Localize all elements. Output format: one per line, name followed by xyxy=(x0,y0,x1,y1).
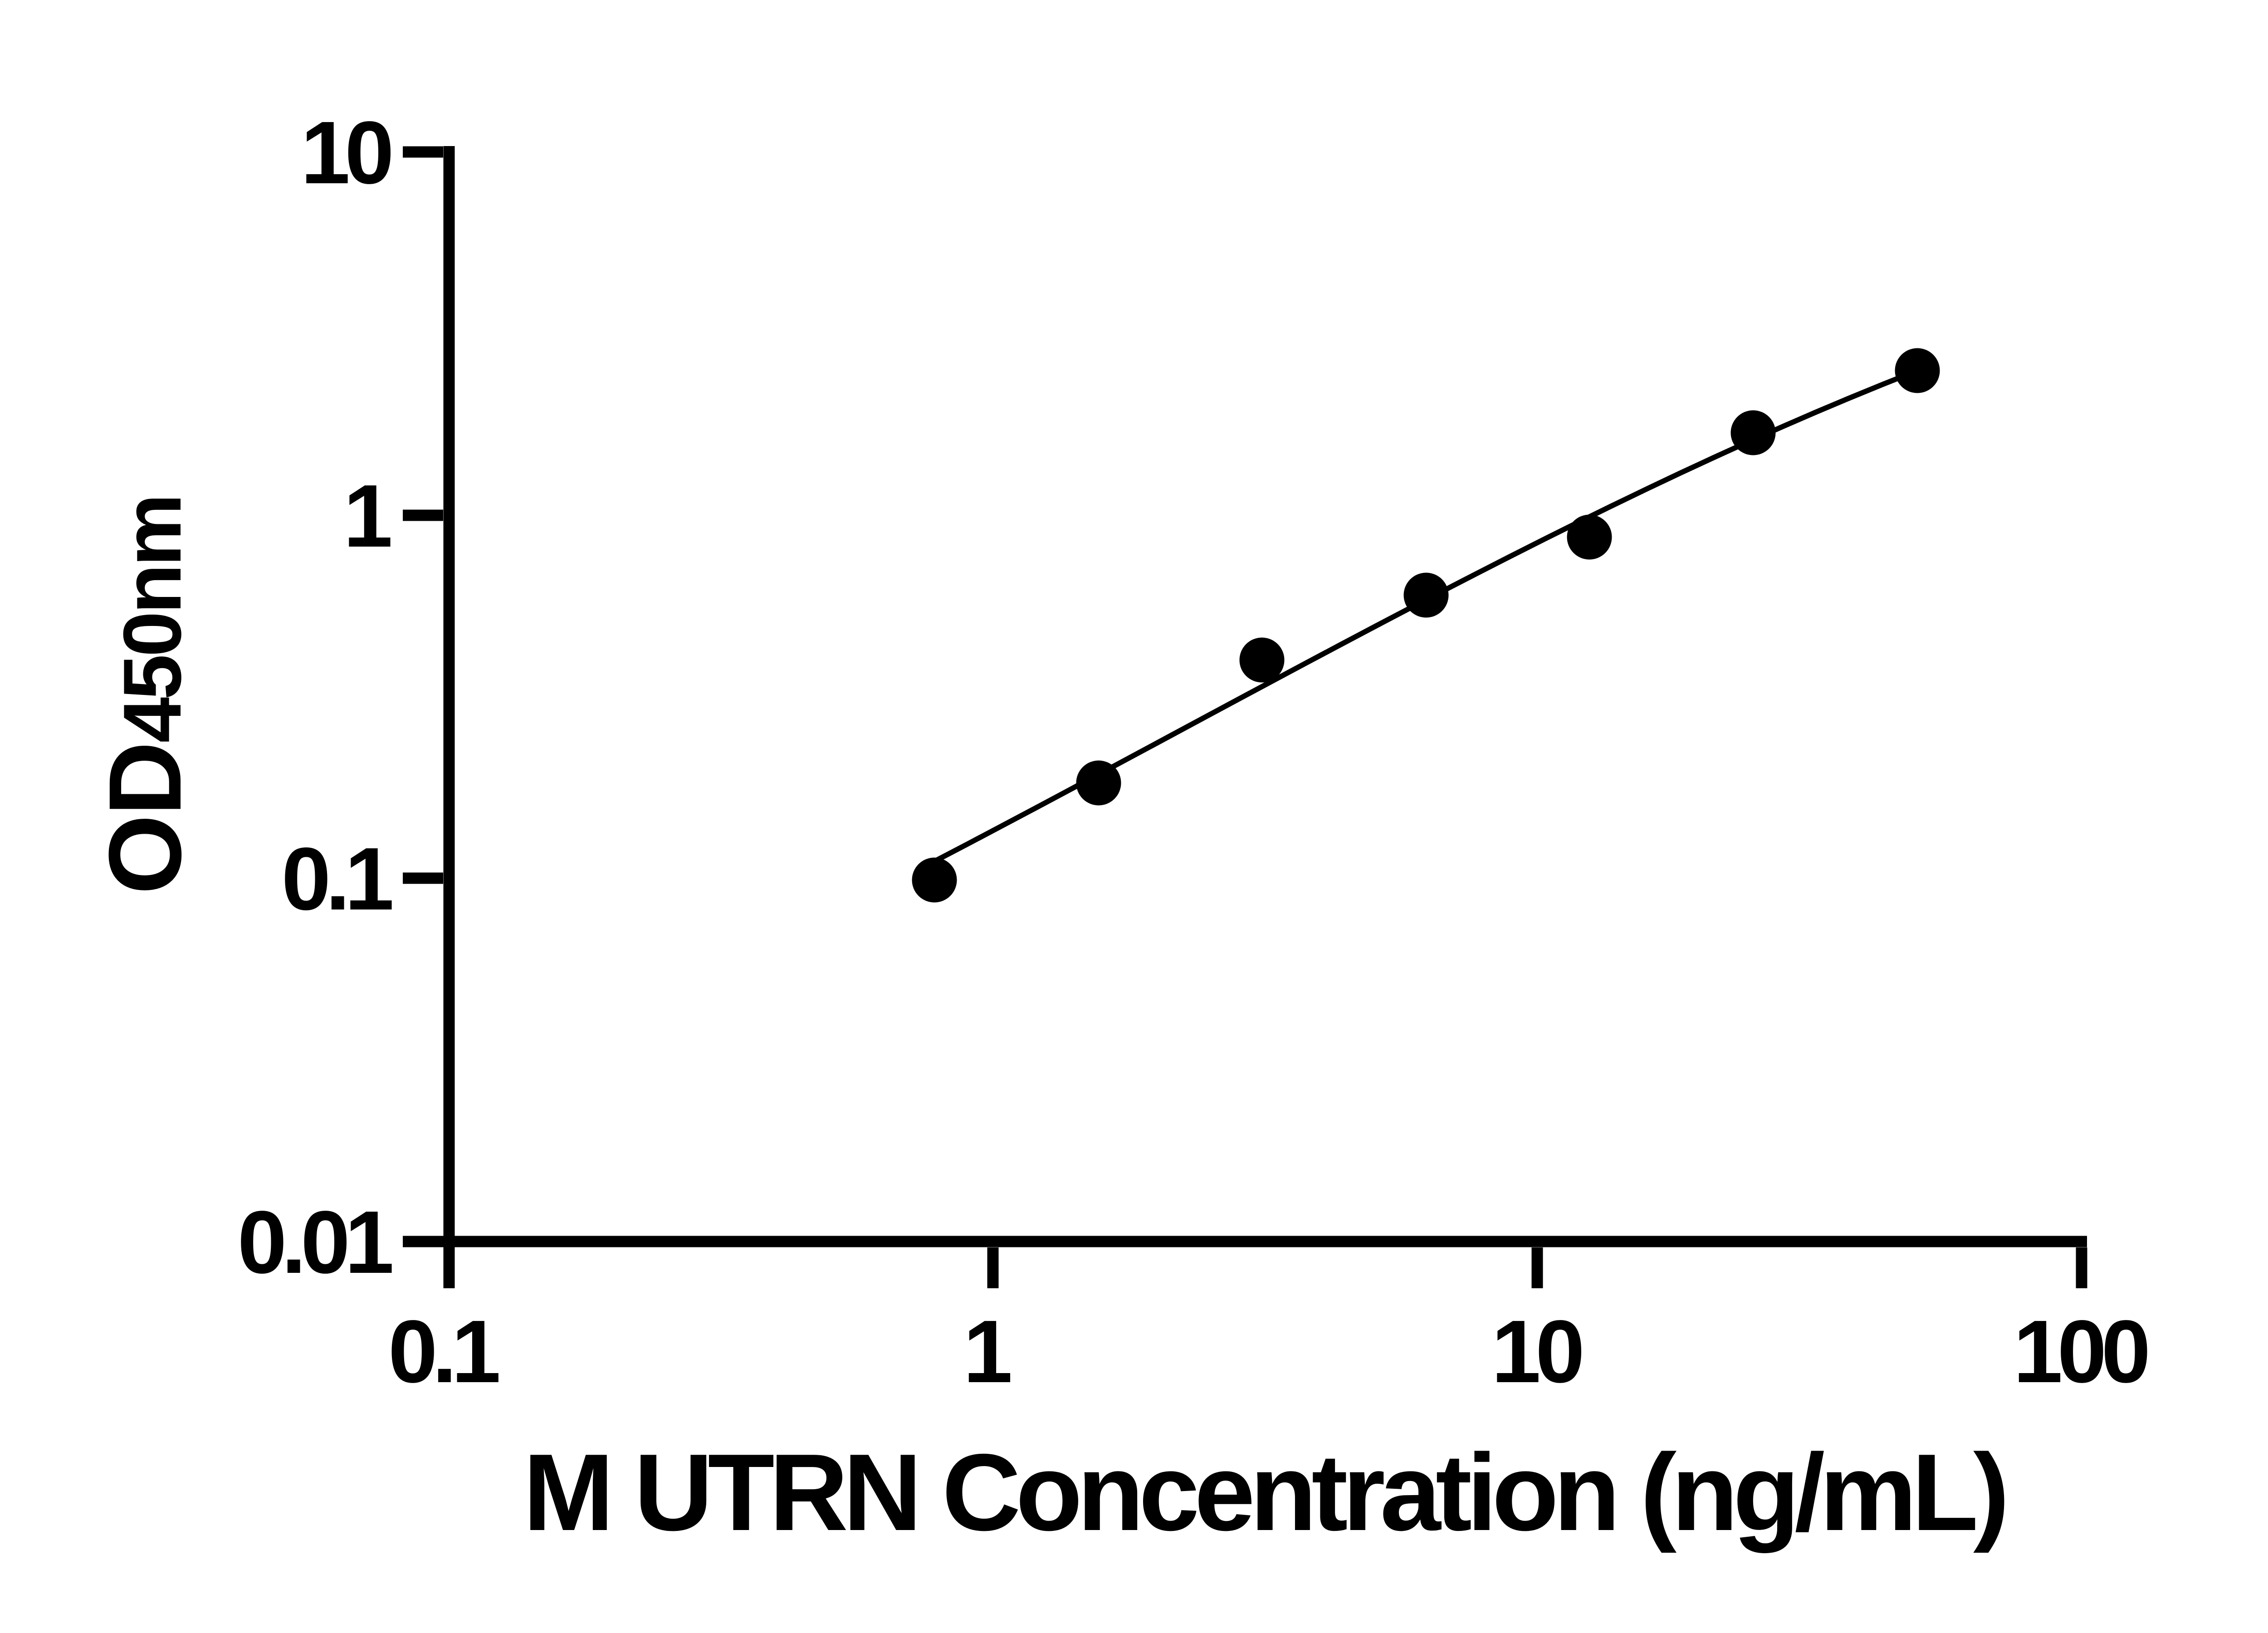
svg-text:0.1: 0.1 xyxy=(282,829,392,929)
svg-text:OD450nm: OD450nm xyxy=(88,496,203,895)
svg-text:100: 100 xyxy=(2013,1302,2147,1401)
svg-text:1: 1 xyxy=(343,466,391,566)
svg-text:10: 10 xyxy=(301,103,391,202)
svg-text:0.1: 0.1 xyxy=(388,1302,499,1401)
svg-text:M UTRN Concentration (ng/mL): M UTRN Concentration (ng/mL) xyxy=(523,1432,2004,1554)
svg-text:1: 1 xyxy=(963,1302,1010,1401)
svg-text:10: 10 xyxy=(1491,1302,1581,1401)
svg-text:0.01: 0.01 xyxy=(238,1193,392,1292)
